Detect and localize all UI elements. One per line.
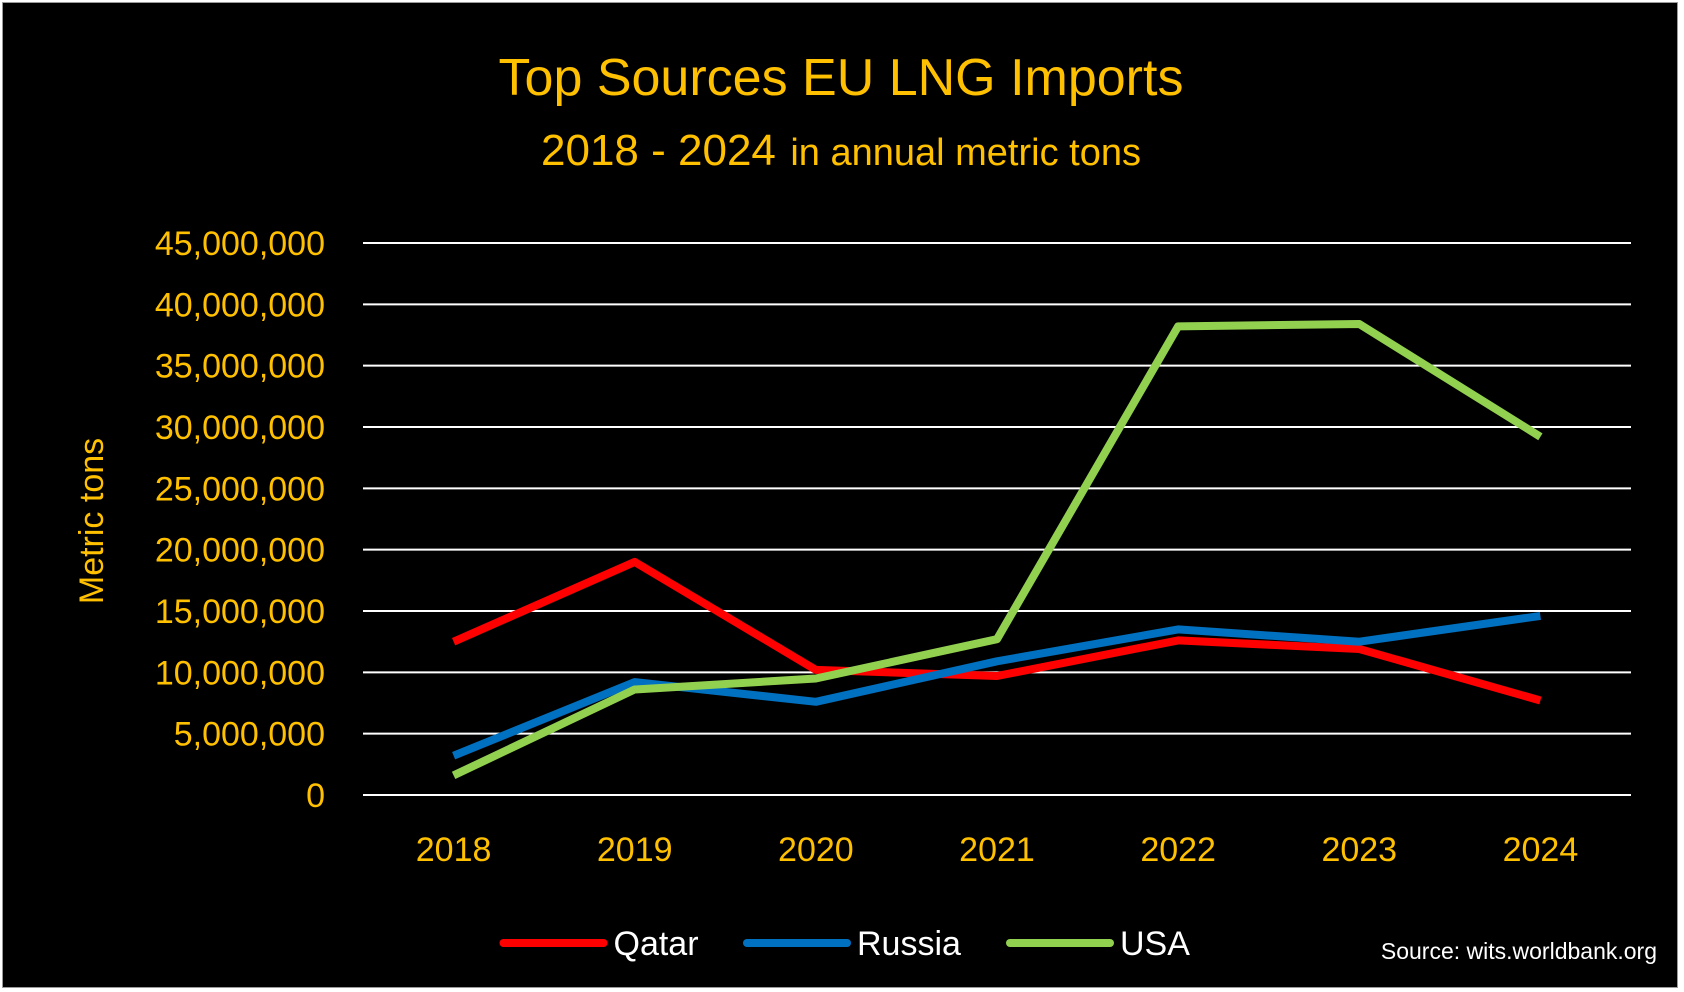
subtitle-years: 2018 - 2024 xyxy=(541,126,776,175)
series-line-qatar xyxy=(451,557,1542,705)
x-tick-label: 2020 xyxy=(778,831,854,869)
x-tick-label: 2023 xyxy=(1321,831,1397,869)
x-tick-label: 2021 xyxy=(959,831,1035,869)
y-tick-label: 15,000,000 xyxy=(155,593,325,631)
series-line-russia xyxy=(452,611,1541,760)
y-tick-label: 5,000,000 xyxy=(174,716,325,754)
y-tick-labels: 0 5,000,000 10,000,000 15,000,000 20,000,000… xyxy=(155,225,325,815)
y-tick-label: 40,000,000 xyxy=(155,286,325,324)
x-tick-label: 2018 xyxy=(416,831,492,869)
y-tick-label: 10,000,000 xyxy=(155,654,325,692)
legend-label-russia: Russia xyxy=(857,925,961,963)
series-lines xyxy=(451,320,1543,780)
y-axis-label: Metric tons xyxy=(73,438,111,604)
chart-title: Top Sources EU LNG Imports xyxy=(499,49,1184,107)
chart-subtitle: 2018 - 2024 in annual metric tons xyxy=(541,126,1141,175)
y-tick-label: 45,000,000 xyxy=(155,225,325,263)
x-tick-label: 2024 xyxy=(1503,831,1579,869)
y-tick-label: 35,000,000 xyxy=(155,348,325,386)
x-tick-label: 2019 xyxy=(597,831,673,869)
y-tick-label: 25,000,000 xyxy=(155,470,325,508)
legend-label-usa: USA xyxy=(1120,925,1190,963)
y-tick-label: 20,000,000 xyxy=(155,532,325,570)
y-tick-label: 0 xyxy=(306,777,325,815)
x-tick-labels: 2018 2019 2020 2021 2022 2023 2024 xyxy=(416,831,1578,869)
source-note: Source: wits.worldbank.org xyxy=(1380,938,1657,964)
series-line-usa xyxy=(451,320,1543,780)
y-tick-label: 30,000,000 xyxy=(155,409,325,447)
legend-label-qatar: Qatar xyxy=(614,925,699,963)
x-tick-label: 2022 xyxy=(1140,831,1216,869)
legend: Qatar Russia USA xyxy=(499,925,1190,963)
subtitle-units: in annual metric tons xyxy=(790,132,1141,174)
line-chart: Top Sources EU LNG Imports 2018 - 2024 i… xyxy=(73,49,1631,963)
gridlines xyxy=(363,242,1631,796)
